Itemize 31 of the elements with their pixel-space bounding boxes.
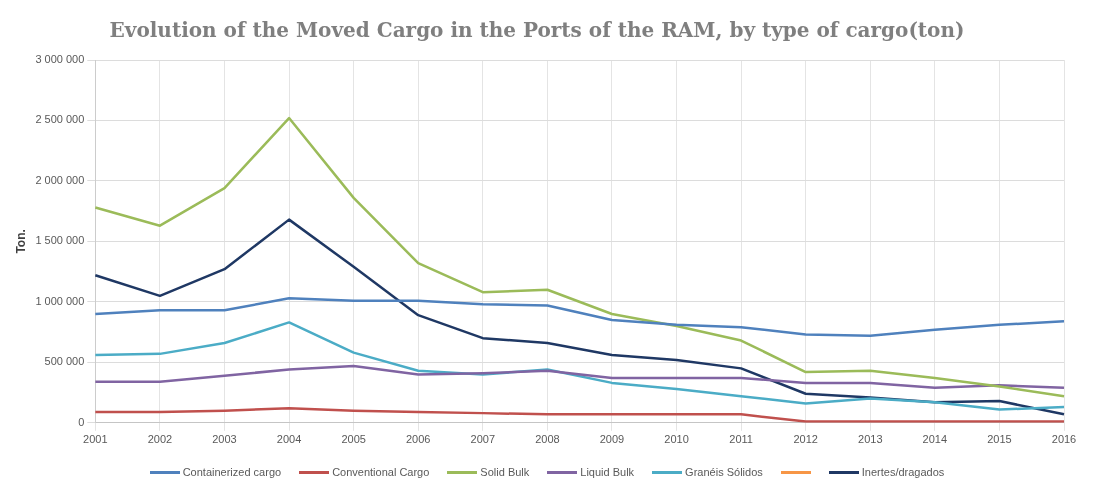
y-tick-label: 1 000 000 [35,294,85,307]
x-tick-label: 2006 [405,433,431,446]
x-tick-label: 2004 [276,433,302,446]
x-tick-label: 2002 [147,433,173,446]
y-tick-label: 1 500 000 [35,234,85,247]
x-tick-label: 2016 [1051,433,1077,446]
y-tick-label: 500 000 [44,355,85,368]
x-tick-label: 2012 [793,433,818,446]
x-tick-label: 2011 [729,433,753,446]
y-axis-title: Ton. [13,229,28,254]
x-tick-label: 2015 [987,433,1012,446]
y-tick-label: 3 000 000 [35,53,85,66]
x-tick-label: 2005 [341,433,366,446]
legend-label: Containerized cargo [182,466,282,478]
x-tick-label: 2007 [470,433,496,446]
x-tick-label: 2008 [535,433,560,446]
legend-label: Liquid Bulk [580,466,635,478]
chart-title: Evolution of the Moved Cargo in the Ports of the RAM, by type of cargo(ton) [109,18,965,43]
legend-label: Solid Bulk [480,466,530,478]
x-tick-label: 2013 [858,433,883,446]
y-tick-label: 2 000 000 [35,173,85,186]
x-tick-label: 2010 [664,433,689,446]
y-tick-label: 0 [78,415,85,428]
x-tick-label: 2001 [83,433,108,446]
legend-label: Conventional Cargo [332,466,430,478]
legend-label: Inertes/dragados [861,466,945,478]
x-tick-label: 2009 [599,433,625,446]
x-tick-label: 2003 [212,433,237,446]
x-tick-label: 2014 [922,433,948,446]
y-tick-label: 2 500 000 [35,113,85,126]
legend-label: Granéis Sólidos [685,466,763,478]
